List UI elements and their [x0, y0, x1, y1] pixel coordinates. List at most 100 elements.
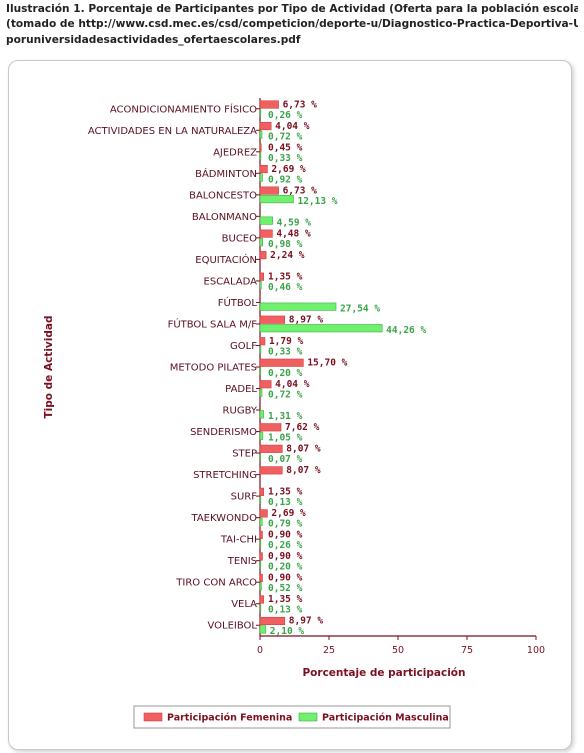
category-label: ESCALADA	[204, 276, 258, 287]
x-tick-label: 0	[257, 645, 263, 656]
category-label: BALONCESTO	[189, 190, 257, 201]
data-label-masculina: 0,33 %	[268, 346, 303, 357]
data-label-femenina: 2,69 %	[271, 164, 306, 175]
bar-femenina	[259, 143, 262, 152]
data-label-femenina: 7,62 %	[285, 422, 320, 433]
bar-masculina	[259, 324, 383, 333]
data-label-femenina: 0,90 %	[268, 551, 303, 562]
data-label-femenina: 15,70 %	[307, 358, 347, 369]
bar-masculina	[259, 216, 273, 225]
bar-femenina	[259, 165, 268, 174]
category-label: RUGBY	[223, 406, 258, 417]
data-label-masculina: 0,13 %	[268, 497, 303, 508]
data-label-masculina: 44,26 %	[386, 325, 426, 336]
figure-caption: Ilustración 1. Porcentaje de Participant…	[6, 2, 578, 48]
caption-line-1: Ilustración 1. Porcentaje de Participant…	[6, 3, 578, 15]
data-label-masculina: 0,98 %	[268, 239, 303, 250]
bar-masculina	[259, 560, 262, 569]
bar-masculina	[259, 539, 262, 548]
bar-femenina	[259, 616, 286, 626]
x-axis-title: Porcentaje de participación	[302, 667, 465, 679]
data-label-masculina: 2,10 %	[270, 626, 305, 637]
bar-femenina	[259, 121, 272, 131]
data-label-masculina: 12,13 %	[297, 196, 337, 207]
data-label-masculina: 27,54 %	[340, 303, 380, 314]
category-label: FÚTBOL	[218, 296, 258, 309]
category-label: VELA	[231, 599, 257, 610]
data-label-femenina: 1,79 %	[269, 336, 304, 347]
data-label-masculina: 0,33 %	[268, 153, 303, 164]
data-label-femenina: 1,35 %	[268, 487, 303, 498]
data-label-femenina: 2,69 %	[271, 508, 306, 519]
bar-masculina	[259, 625, 267, 634]
legend-swatch-masculina	[298, 712, 318, 722]
bar-masculina	[259, 130, 263, 139]
bar-femenina	[259, 358, 304, 367]
data-label-femenina: 2,24 %	[270, 250, 305, 261]
data-label-masculina: 0,20 %	[268, 368, 303, 379]
bar-masculina	[259, 108, 262, 118]
bar-femenina	[259, 573, 263, 583]
category-label: STEP	[232, 449, 257, 460]
data-label-femenina: 8,97 %	[289, 314, 324, 325]
bar-masculina	[259, 302, 337, 311]
bar-masculina	[259, 410, 264, 419]
bar-femenina	[259, 423, 282, 432]
bar-masculina	[259, 431, 264, 440]
data-label-masculina: 0,20 %	[268, 562, 303, 573]
bar-femenina	[259, 530, 263, 539]
bar-masculina	[259, 603, 262, 613]
data-label-masculina: 0,46 %	[268, 282, 303, 293]
category-label: TAI-CHI	[220, 535, 257, 546]
category-label: BALONMANO	[192, 212, 257, 223]
bar-femenina	[259, 380, 272, 389]
data-label-femenina: 0,45 %	[268, 142, 303, 153]
data-label-masculina: 0,13 %	[268, 605, 303, 616]
data-label-femenina: 1,35 %	[268, 594, 303, 605]
bar-masculina	[259, 173, 263, 182]
bar-femenina	[259, 100, 279, 109]
category-label: GOLF	[230, 341, 257, 352]
caption-line-2: (tomado de http://www.csd.mec.es/csd/com…	[6, 18, 578, 31]
legend-label-femenina: Participación Femenina	[167, 713, 292, 724]
category-label: METODO PILATES	[170, 363, 257, 374]
x-tick-label: 100	[527, 645, 545, 656]
data-label-masculina: 0,72 %	[268, 131, 303, 142]
bar-masculina	[259, 582, 262, 591]
category-label: TIRO CON ARCO	[175, 578, 257, 589]
data-label-femenina: 0,90 %	[268, 573, 303, 584]
data-label-masculina: 0,92 %	[268, 174, 303, 185]
data-label-femenina: 1,35 %	[268, 271, 303, 282]
category-label: AJEDREZ	[213, 147, 257, 158]
data-label-femenina: 6,73 %	[283, 99, 318, 110]
data-label-masculina: 0,26 %	[268, 540, 303, 551]
category-label: BUCEO	[222, 233, 257, 244]
bar-femenina	[259, 595, 265, 604]
category-label: FÚTBOL SALA M/F	[168, 317, 258, 330]
bar-femenina	[259, 337, 266, 346]
data-label-femenina: 4,48 %	[276, 228, 311, 239]
data-label-femenina: 8,97 %	[289, 616, 324, 627]
data-label-femenina: 8,07 %	[286, 465, 321, 476]
bar-femenina	[259, 487, 265, 496]
x-tick-label: 25	[323, 645, 335, 656]
legend-swatch-femenina	[143, 712, 163, 722]
category-label: STRETCHING	[193, 470, 257, 481]
category-label: SURF	[231, 492, 258, 503]
category-label: VOLEIBOL	[207, 621, 257, 632]
bar-femenina	[259, 552, 263, 561]
bar-masculina	[259, 367, 262, 376]
data-label-masculina: 4,59 %	[277, 217, 312, 228]
category-label: ACONDICIONAMIENTO FÍSICO	[110, 102, 257, 115]
bar-masculina	[259, 496, 262, 505]
chart-panel	[8, 60, 572, 750]
bar-masculina	[259, 281, 262, 290]
bar-femenina	[259, 251, 267, 260]
data-label-masculina: 0,52 %	[268, 583, 303, 594]
y-axis-title: Tipo de Actividad	[43, 316, 55, 419]
legend-box	[133, 705, 451, 729]
bar-masculina	[259, 195, 294, 204]
bar-masculina	[259, 517, 263, 526]
data-label-masculina: 1,31 %	[268, 411, 303, 422]
